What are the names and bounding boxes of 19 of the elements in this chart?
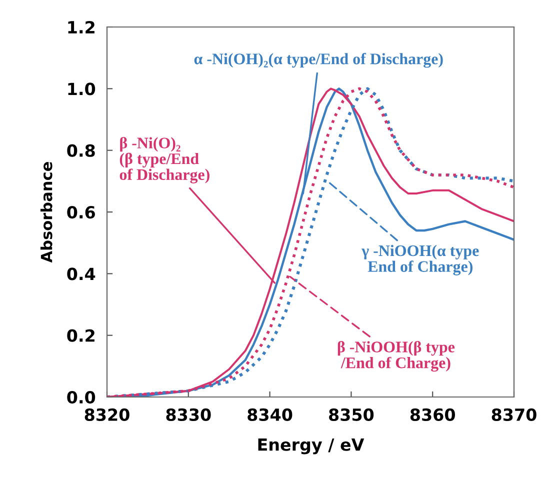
y-tick-label: 0.8 (67, 144, 95, 157)
y-tick-label: 0.4 (67, 268, 96, 280)
annotation: β -Ni(O)₂ (β type/End of Discharge) (120, 137, 210, 184)
x-tick-label: 8320 (84, 408, 130, 422)
x-axis-title: Energy / eV (258, 438, 364, 454)
annotation: α -Ni(OH)₂(α type/End of Discharge) (194, 52, 443, 68)
y-tick-label: 0.2 (67, 329, 94, 342)
x-tick-label: 8360 (410, 408, 455, 422)
y-tick-label: 0.6 (67, 206, 95, 219)
annotation: γ -NiOOH(α type End of Charge) (362, 244, 479, 276)
annotation: β -NiOOH(β type /End of Charge) (338, 341, 455, 372)
y-tick-label: 1.2 (68, 20, 94, 34)
y-tick-label: 0.0 (67, 390, 96, 404)
x-tick-label: 8340 (248, 408, 292, 422)
x-tick-label: 8330 (166, 408, 211, 422)
y-axis-title: Absorbance (40, 162, 52, 263)
x-tick-label: 8350 (329, 408, 374, 422)
y-tick-label: 1.0 (68, 82, 96, 96)
x-tick-label: 8370 (492, 408, 536, 422)
